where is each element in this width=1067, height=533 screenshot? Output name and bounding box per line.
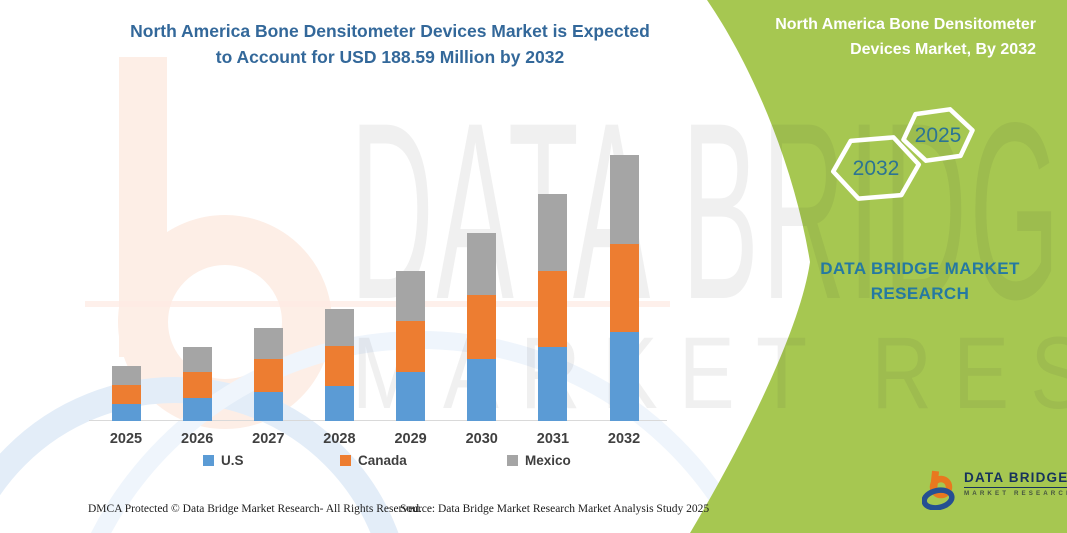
- logo-text: DATA BRIDGE MARKET RESEARCH: [964, 470, 1067, 501]
- bar-segment-mexico-2029: [396, 270, 426, 321]
- brand-text: DATA BRIDGE MARKET RESEARCH: [785, 256, 1055, 306]
- bar-segment-u-s-2027: [253, 391, 283, 421]
- bar-segment-mexico-2026: [182, 346, 212, 373]
- bar-segment-canada-2031: [538, 270, 568, 348]
- x-axis-label-2031: 2031: [536, 431, 570, 447]
- footer-source-text: Source: Data Bridge Market Research Mark…: [400, 503, 710, 515]
- x-axis-label-2032: 2032: [607, 431, 641, 447]
- legend-label-canada: Canada: [358, 453, 407, 468]
- stacked-bar-chart: 2025 2026 2027 2028 2029 2030 2031 2032: [89, 148, 667, 447]
- page-title: North America Bone Densitometer Devices …: [95, 18, 685, 70]
- bar-segment-u-s-2030: [467, 359, 497, 421]
- x-axis-label-2029: 2029: [394, 431, 427, 447]
- legend-label-us: U.S: [221, 453, 244, 468]
- logo-name: DATA BRIDGE: [964, 470, 1067, 488]
- legend-swatch-us: [203, 455, 214, 466]
- brand-text-line2: RESEARCH: [870, 284, 970, 303]
- page-title-line1: North America Bone Densitometer Devices …: [130, 21, 650, 41]
- side-panel-title: North America Bone Densitometer Devices …: [725, 12, 1052, 62]
- data-bridge-logo-icon: [922, 470, 955, 510]
- legend-label-mexico: Mexico: [525, 453, 571, 468]
- x-axis-line: [89, 420, 667, 421]
- bar-segment-canada-2025: [111, 384, 141, 404]
- bar-segment-canada-2030: [467, 295, 497, 360]
- bar-segment-mexico-2027: [253, 327, 283, 360]
- logo-subtitle: MARKET RESEARCH: [964, 490, 1067, 497]
- legend-swatch-mexico: [507, 455, 518, 466]
- bar-segment-canada-2026: [182, 372, 212, 398]
- x-axis-label-2030: 2030: [465, 431, 498, 447]
- legend-item-canada: Canada: [340, 453, 407, 468]
- bar-segment-u-s-2032: [609, 331, 639, 421]
- legend-swatch-canada: [340, 455, 351, 466]
- bar-segment-canada-2028: [324, 345, 354, 386]
- chart-legend: U.S Canada Mexico: [95, 453, 667, 473]
- footer-dmca-text: DMCA Protected © Data Bridge Market Rese…: [88, 503, 422, 515]
- side-panel-title-line1: North America Bone Densitometer: [775, 16, 1036, 33]
- x-axis-label-2025: 2025: [109, 431, 143, 447]
- x-axis-label-2026: 2026: [181, 431, 214, 447]
- company-logo: DATA BRIDGE MARKET RESEARCH: [922, 470, 1067, 510]
- bar-segment-u-s-2025: [111, 403, 141, 421]
- bar-segment-mexico-2030: [467, 232, 497, 296]
- bar-segment-canada-2029: [396, 320, 426, 373]
- legend-item-mexico: Mexico: [507, 453, 571, 468]
- bar-segment-mexico-2032: [609, 154, 639, 244]
- bar-segment-mexico-2028: [324, 308, 354, 346]
- page-title-line2: to Account for USD 188.59 Million by 203…: [215, 47, 565, 67]
- brand-text-line1: DATA BRIDGE MARKET: [820, 259, 1020, 278]
- bar-segment-mexico-2025: [111, 365, 141, 385]
- bar-segment-u-s-2026: [182, 397, 212, 421]
- bar-segment-u-s-2028: [324, 385, 354, 421]
- bar-segment-u-s-2031: [538, 347, 568, 421]
- legend-item-us: U.S: [203, 453, 244, 468]
- x-axis-label-2028: 2028: [323, 431, 356, 447]
- bar-segment-mexico-2031: [538, 194, 568, 271]
- bar-segment-u-s-2029: [396, 372, 426, 421]
- bar-segment-canada-2032: [609, 243, 639, 332]
- x-axis-label-2027: 2027: [252, 431, 285, 447]
- side-panel-title-line2: Devices Market, By 2032: [850, 41, 1036, 58]
- bar-segment-canada-2027: [253, 359, 283, 392]
